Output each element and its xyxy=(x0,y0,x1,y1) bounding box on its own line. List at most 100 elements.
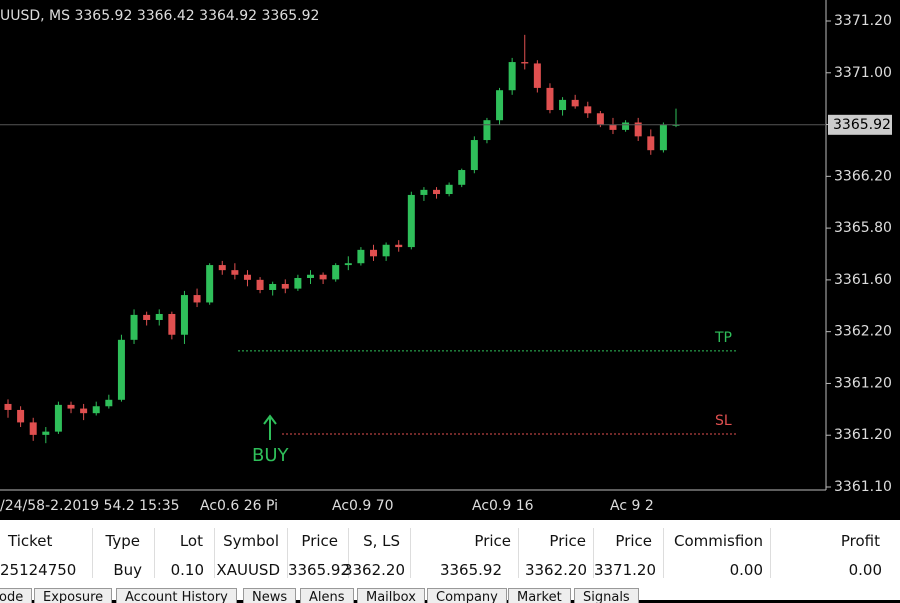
y-tick-label: 3361.20 xyxy=(834,427,892,443)
table-cell: 0.00 xyxy=(848,561,882,579)
candle-body xyxy=(433,189,441,195)
column-separator xyxy=(410,528,411,578)
candle-body xyxy=(130,314,138,340)
candle-body xyxy=(92,406,100,414)
column-header: Price xyxy=(549,532,586,550)
candle-body xyxy=(17,409,25,423)
candle-body xyxy=(445,184,453,195)
column-separator xyxy=(287,528,288,578)
candle-body xyxy=(496,90,504,121)
tab[interactable]: Mailbox xyxy=(357,588,425,603)
candle-body xyxy=(596,113,604,125)
candle-body xyxy=(407,194,415,248)
candle-body xyxy=(231,270,239,275)
y-tick-label: 3362.20 xyxy=(834,324,892,340)
candle-body xyxy=(508,62,516,91)
column-separator xyxy=(663,528,664,578)
y-tick-label: 3365.80 xyxy=(834,220,892,236)
candle-body xyxy=(609,124,617,130)
candle-body xyxy=(533,63,541,88)
current-price-label: 3365.92 xyxy=(833,117,891,133)
candle-body xyxy=(281,283,289,289)
candle-body xyxy=(243,274,251,280)
column-header: S, LS xyxy=(363,532,400,550)
table-cell: 3365.92 xyxy=(439,561,502,579)
candle-body xyxy=(206,265,214,303)
candle-body xyxy=(67,404,75,409)
y-tick-label: 3371.00 xyxy=(834,65,892,81)
column-header: Price xyxy=(301,532,338,550)
x-tick-label: /24/58-2.2019 54.2 15:35 xyxy=(0,498,180,514)
candle-body xyxy=(483,120,491,141)
candle-body xyxy=(319,274,327,280)
candle-body xyxy=(521,62,529,64)
current-price-box xyxy=(828,114,892,135)
trade-panel: Ticket Type Lot Symbol Price S, LS Price Price P… xyxy=(0,520,900,603)
table-cell: 3371.20 xyxy=(593,561,656,579)
candle-body xyxy=(357,249,365,264)
y-tick-label: 3361.10 xyxy=(834,479,892,495)
x-tick-label: Ac0.6 26 Pi xyxy=(200,498,278,514)
table-cell: 0.10 xyxy=(170,561,204,579)
table-cell: XAUUSD xyxy=(216,561,280,579)
candle-body xyxy=(143,314,151,320)
candle-body xyxy=(105,399,113,407)
table-cell: 3365.92 xyxy=(287,561,350,579)
candle-body xyxy=(80,408,88,414)
table-cell: 0.00 xyxy=(729,561,763,579)
table-cell: 3362.20 xyxy=(524,561,587,579)
candle-body xyxy=(470,140,478,171)
tab[interactable]: Market xyxy=(508,588,571,603)
column-separator xyxy=(593,528,594,578)
x-tick-label: Ac0.9 70 xyxy=(332,498,394,514)
candle-body xyxy=(117,339,125,400)
candle-body xyxy=(395,244,403,248)
candle-body xyxy=(344,263,352,266)
candle-body xyxy=(420,189,428,195)
tab[interactable]: ode xyxy=(0,588,33,603)
candle-body xyxy=(659,124,667,151)
candle-body xyxy=(4,403,12,410)
column-separator xyxy=(154,528,155,578)
tab[interactable]: Exposure xyxy=(34,588,113,603)
x-tick-label: Ac 9 2 xyxy=(610,498,654,514)
tp-line-label: TP xyxy=(714,330,732,346)
candle-body xyxy=(294,277,302,289)
table-cell: 3362.20 xyxy=(342,561,405,579)
column-separator xyxy=(770,528,771,578)
tab[interactable]: News xyxy=(243,588,297,603)
y-tick-label: 3361.60 xyxy=(834,272,892,288)
tab[interactable]: Account History xyxy=(116,588,237,603)
candle-body xyxy=(256,279,264,290)
y-tick-label: 3361.20 xyxy=(834,375,892,391)
table-cell: Buy xyxy=(113,561,142,579)
candle-body xyxy=(218,265,226,271)
candle-body xyxy=(370,249,378,257)
y-tick-label: 3371.20 xyxy=(834,13,892,29)
column-header: Price xyxy=(474,532,511,550)
candle-body xyxy=(622,122,630,130)
column-header: Profit xyxy=(840,532,880,550)
candle-body xyxy=(458,170,466,185)
candle-body xyxy=(584,106,592,114)
candle-body xyxy=(647,136,655,151)
y-tick-label: 3366.20 xyxy=(834,168,892,184)
tab[interactable]: Alens xyxy=(300,588,354,603)
candle-body xyxy=(168,313,176,335)
candle-body xyxy=(193,295,201,303)
column-header: Symbol xyxy=(223,532,279,550)
buy-label: BUY xyxy=(252,445,290,466)
chart-title: UUSD, MS 3365.92 3366.42 3364.92 3365.92 xyxy=(0,8,319,24)
candle-body xyxy=(559,99,567,111)
candle-body xyxy=(269,283,277,290)
candle-body xyxy=(155,313,163,320)
column-header: Price xyxy=(615,532,652,550)
tab[interactable]: Signals xyxy=(574,588,639,603)
x-tick-label: Ac0.9 16 xyxy=(472,498,534,514)
column-header: Type xyxy=(105,532,140,550)
column-separator xyxy=(92,528,93,578)
column-header: Commisfion xyxy=(674,532,763,550)
tab[interactable]: Company xyxy=(427,588,507,603)
candle-body xyxy=(29,422,37,435)
sl-line-label: SL xyxy=(715,413,732,429)
